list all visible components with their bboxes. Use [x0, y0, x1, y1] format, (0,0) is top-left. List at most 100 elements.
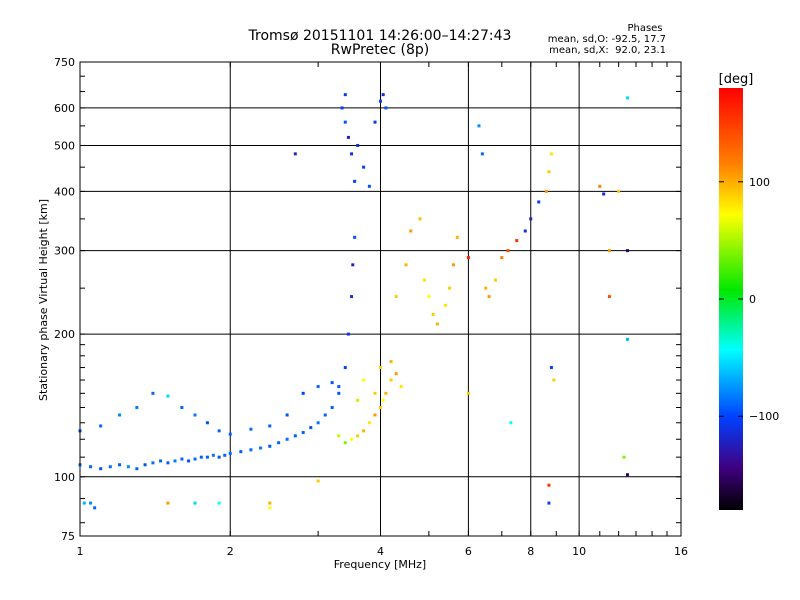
data-point — [431, 312, 435, 316]
data-point — [379, 99, 382, 103]
data-point — [205, 455, 209, 459]
data-point — [217, 429, 221, 433]
data-point — [316, 385, 320, 389]
data-point — [602, 192, 606, 196]
data-point — [466, 391, 470, 395]
data-point — [301, 430, 305, 434]
data-point — [217, 501, 221, 505]
data-point — [316, 479, 320, 483]
data-point — [367, 184, 371, 188]
data-point — [193, 457, 197, 461]
data-point — [404, 263, 408, 267]
x-tick-label: 8 — [527, 545, 534, 558]
x-axis-label: Frequency [MHz] — [334, 558, 426, 571]
data-point — [384, 106, 388, 110]
x-tick-label: 4 — [377, 545, 384, 558]
data-point — [418, 217, 422, 221]
data-point — [330, 381, 334, 385]
data-point — [379, 366, 382, 370]
data-point — [211, 453, 215, 457]
data-point — [389, 360, 393, 364]
data-point — [166, 501, 170, 505]
data-point — [193, 413, 197, 417]
data-point — [350, 152, 354, 156]
data-point — [484, 286, 488, 290]
data-point — [399, 385, 403, 389]
data-point — [373, 391, 377, 395]
data-point — [89, 501, 93, 505]
data-point — [330, 406, 334, 410]
data-point — [350, 437, 354, 441]
data-point — [180, 457, 184, 461]
data-point — [509, 421, 513, 425]
y-tick-label: 100 — [54, 471, 75, 484]
data-point — [625, 96, 629, 100]
data-point — [529, 217, 533, 221]
chart-title: Tromsø 20151101 14:26:00–14:27:43 — [248, 28, 512, 44]
data-point — [143, 463, 147, 467]
data-point — [249, 427, 253, 431]
data-point — [193, 501, 197, 505]
colorbar-ticks: 100 0 −100 — [719, 176, 779, 423]
x-tick-label: 2 — [227, 545, 234, 558]
data-point — [381, 93, 385, 97]
x-tick-label: 16 — [674, 545, 688, 558]
data-point — [367, 421, 371, 425]
data-point — [625, 337, 629, 341]
data-point — [422, 278, 426, 282]
colorbar-tick-label: 100 — [749, 176, 770, 189]
colorbar-tick-label: 0 — [749, 293, 756, 306]
data-point — [217, 455, 221, 459]
y-tick-labels: 75 100 200 300 400 500 600 750 — [54, 56, 75, 543]
data-point — [99, 467, 103, 471]
data-point — [547, 483, 551, 487]
y-tick-label: 500 — [54, 139, 75, 152]
data-point — [427, 295, 431, 299]
phase-info-o: mean, sd,O: -92.5, 17.7 — [548, 34, 666, 45]
data-point — [552, 378, 556, 382]
colorbar-tick-label: −100 — [749, 410, 779, 423]
y-tick-label: 750 — [54, 56, 75, 69]
y-tick-label: 600 — [54, 102, 75, 115]
data-point — [343, 93, 347, 97]
data-point — [346, 135, 350, 139]
x-tick-label: 6 — [465, 545, 472, 558]
chart-subtitle: RwPretec (8p) — [331, 42, 429, 58]
y-tick-label: 400 — [54, 185, 75, 198]
data-point — [350, 295, 354, 299]
data-point — [337, 385, 341, 389]
data-point — [268, 424, 272, 428]
data-point — [381, 398, 385, 402]
axis-ticks — [79, 61, 682, 536]
data-point — [346, 332, 350, 336]
data-point — [394, 295, 398, 299]
data-points — [78, 93, 629, 510]
data-point — [268, 444, 272, 448]
data-point — [625, 473, 629, 477]
data-point — [451, 263, 455, 267]
data-point — [362, 429, 366, 433]
data-point — [362, 378, 366, 382]
data-point — [598, 184, 602, 188]
data-point — [389, 378, 393, 382]
data-point — [108, 465, 112, 469]
data-point — [494, 278, 498, 282]
data-point — [607, 295, 611, 299]
y-tick-label: 200 — [54, 328, 75, 341]
data-point — [356, 434, 360, 438]
x-tick-labels: 1 2 4 6 8 10 16 — [77, 545, 689, 558]
data-point — [173, 459, 177, 463]
data-point — [135, 467, 139, 471]
data-point — [159, 459, 163, 463]
data-point — [228, 451, 232, 455]
data-point — [455, 235, 459, 239]
data-point — [223, 453, 227, 457]
data-point — [126, 465, 130, 469]
data-point — [277, 441, 281, 445]
data-point — [487, 295, 491, 299]
y-axis-label: Stationary phase Virtual Height [km] — [37, 199, 50, 401]
data-point — [506, 249, 510, 253]
data-point — [151, 391, 155, 395]
data-point — [549, 152, 553, 156]
data-point — [394, 372, 398, 376]
